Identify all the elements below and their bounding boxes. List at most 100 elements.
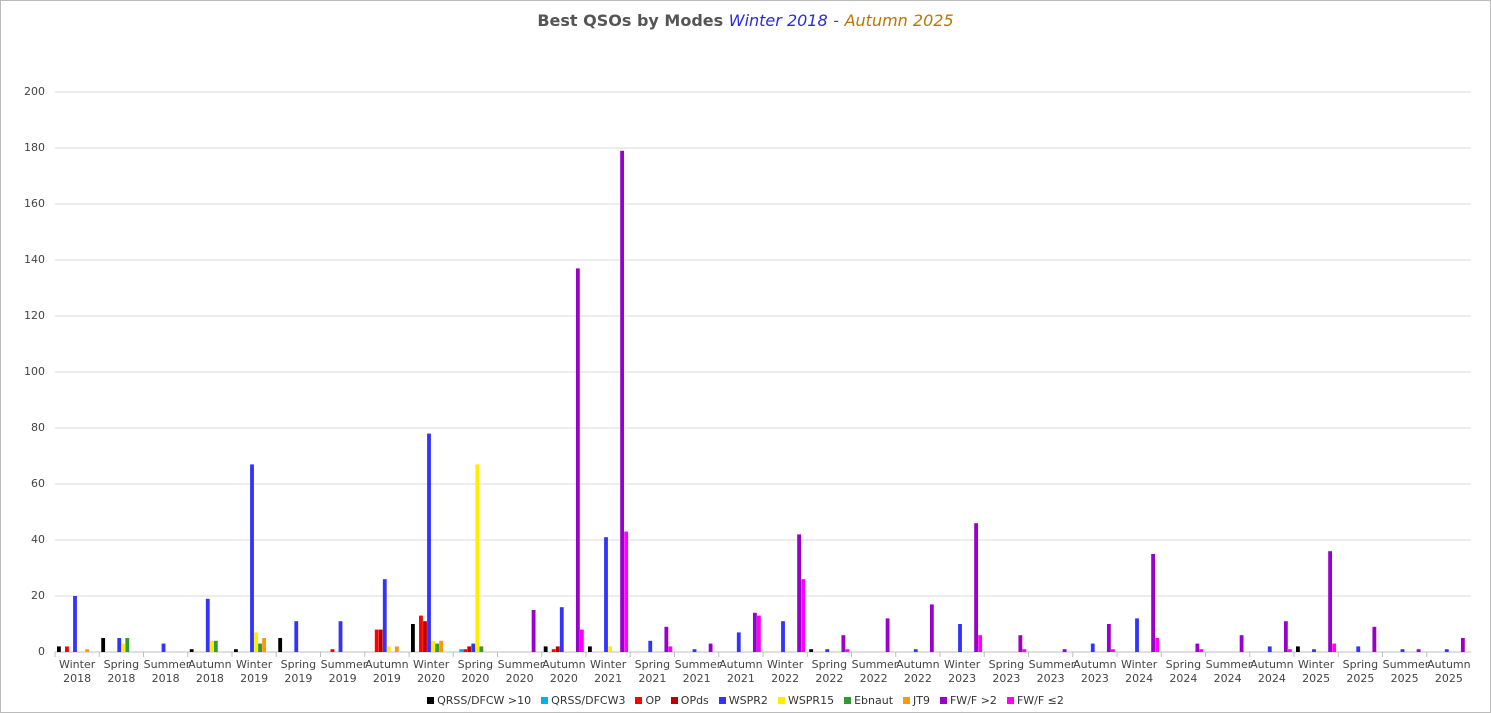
- x-tick-label: Autumn 2024: [1250, 658, 1294, 685]
- legend-label: JT9: [913, 694, 930, 707]
- bar: [479, 646, 484, 652]
- legend-label: FW/F ≤2: [1016, 694, 1064, 707]
- legend-item: QRSS/DFCW >10: [427, 694, 531, 707]
- legend-swatch: [670, 697, 678, 704]
- bar: [378, 629, 383, 652]
- bar: [1296, 646, 1300, 652]
- bar: [1328, 551, 1333, 652]
- y-tick-label: 180: [24, 141, 45, 154]
- bar: [604, 537, 608, 652]
- bar: [1199, 649, 1204, 652]
- bar: [250, 464, 254, 652]
- bar: [913, 649, 918, 652]
- bar: [213, 640, 218, 652]
- legend: QRSS/DFCW >10 QRSS/DFCW3 OP OPds WSPR2 WSPR15…: [1, 694, 1490, 707]
- bar: [1110, 649, 1115, 652]
- bar: [1332, 643, 1337, 652]
- bar: [1062, 649, 1067, 652]
- x-tick-label: Spring 2024: [1165, 658, 1202, 685]
- bar: [1239, 635, 1244, 652]
- bar: [101, 638, 106, 652]
- legend-swatch: [939, 697, 947, 704]
- bar: [1287, 649, 1292, 652]
- bar: [209, 640, 214, 652]
- x-tick-label: Autumn 2025: [1427, 658, 1471, 685]
- bar: [471, 643, 476, 652]
- x-tick-label: Summer 2022: [851, 658, 899, 685]
- bar: [73, 596, 77, 652]
- bar: [189, 649, 194, 652]
- x-tick-label: Spring 2020: [457, 658, 494, 685]
- x-tick-label: Spring 2025: [1342, 658, 1379, 685]
- legend-label: WSPR15: [787, 694, 835, 707]
- title-text: Best QSOs by Modes: [537, 11, 724, 30]
- bar: [65, 646, 69, 652]
- bar: [1090, 643, 1095, 652]
- bar: [608, 646, 612, 652]
- bar: [1018, 635, 1023, 652]
- bar: [559, 607, 564, 652]
- x-tick-label: Summer 2018: [143, 658, 191, 685]
- legend-label: WSPR2: [728, 694, 768, 707]
- x-tick-label: Summer 2024: [1205, 658, 1253, 685]
- legend-swatch: [427, 697, 435, 704]
- x-tick-label: Autumn 2020: [542, 658, 586, 685]
- bar: [475, 464, 480, 652]
- bar: [117, 638, 122, 652]
- x-tick-label: Autumn 2019: [365, 658, 409, 685]
- title-from: Winter 2018: [728, 11, 828, 30]
- bar: [258, 643, 262, 652]
- bar: [57, 646, 61, 652]
- y-tick-label: 200: [24, 85, 45, 98]
- bar: [411, 624, 415, 652]
- bar: [781, 621, 785, 652]
- bar: [1460, 638, 1465, 652]
- y-tick-label: 40: [31, 533, 45, 546]
- bar: [885, 618, 890, 652]
- y-tick-label: 160: [24, 197, 45, 210]
- bar: [338, 621, 343, 652]
- bar: [278, 638, 283, 652]
- bar: [262, 638, 266, 652]
- legend-item: QRSS/DFCW3: [541, 694, 625, 707]
- bar: [555, 646, 560, 652]
- chart-title: Best QSOs by Modes Winter 2018 - Autumn …: [1, 11, 1490, 30]
- x-tick-label: Spring 2018: [103, 658, 140, 685]
- y-tick-label: 80: [31, 421, 45, 434]
- bar: [648, 640, 653, 652]
- x-tick-label: Winter 2018: [58, 658, 96, 685]
- bar: [1155, 638, 1160, 652]
- bar: [1283, 621, 1288, 652]
- y-tick-label: 60: [31, 477, 45, 490]
- bar: [435, 643, 439, 652]
- y-tick-label: 0: [38, 645, 45, 658]
- bar: [929, 604, 934, 652]
- legend-swatch: [718, 697, 726, 704]
- legend-item: WSPR15: [777, 694, 835, 707]
- bar: [1267, 646, 1272, 652]
- title-to: Autumn 2025: [844, 11, 954, 30]
- bar: [575, 268, 580, 652]
- bar: [1135, 618, 1139, 652]
- bar: [205, 598, 210, 652]
- bar: [419, 615, 423, 652]
- legend-label: QRSS/DFCW3: [551, 694, 626, 707]
- bar: [85, 649, 89, 652]
- x-tick-label: Spring 2021: [634, 658, 671, 685]
- bar: [624, 531, 629, 652]
- legend-label: OP: [645, 694, 661, 707]
- x-tick-label: Winter 2023: [943, 658, 981, 685]
- bar: [845, 649, 850, 652]
- y-tick-label: 120: [24, 309, 45, 322]
- x-tick-label: Summer 2020: [497, 658, 545, 685]
- bar: [330, 649, 335, 652]
- bar: [382, 579, 387, 652]
- y-tick-label: 20: [31, 589, 45, 602]
- bar: [1356, 646, 1361, 652]
- bar: [234, 649, 238, 652]
- bar: [1022, 649, 1027, 652]
- x-tick-label: Winter 2024: [1120, 658, 1158, 685]
- x-tick-label: Spring 2023: [988, 658, 1025, 685]
